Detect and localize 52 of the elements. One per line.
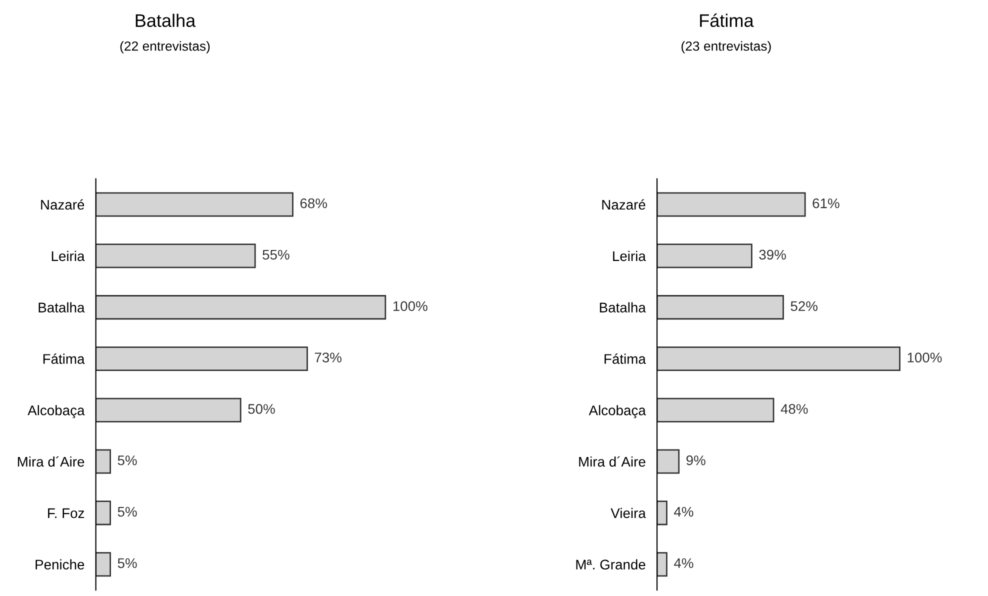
chart-subtitle: (22 entrevistas) [120,41,210,54]
data-label: 73% [314,352,342,362]
y-tick-label: Vieira [610,508,646,518]
chart-subtitle: (23 entrevistas) [682,41,771,54]
data-label: 4% [674,558,694,568]
bar [657,192,806,217]
bar [657,244,752,268]
chart-title: Batalha [136,14,196,27]
bar [96,192,294,217]
data-label: 5% [118,455,137,466]
bar [96,398,242,422]
y-tick-label: Peniche [36,559,84,570]
data-label: 68% [300,198,328,208]
data-label: 52% [790,301,818,312]
y-tick-label: Batalha [600,302,646,312]
y-tick-label: Fátima [604,354,646,364]
bar [96,449,112,474]
bar [96,346,308,371]
y-tick-label: Mª. Grande [576,559,646,570]
bar [96,244,256,268]
y-tick-label: Fátima [43,354,85,364]
y-tick-label: Alcobaça [588,405,646,418]
data-label: 9% [686,455,706,466]
data-label: 100% [393,301,428,312]
bar [96,500,112,526]
bar [96,552,112,577]
bar [657,398,774,422]
y-tick-label: F. Foz [48,508,84,518]
data-label: 61% [812,198,840,208]
y-tick-label: Leiria [613,250,646,262]
y-tick-label: Mira d´Aire [579,456,646,467]
data-label: 55% [262,250,290,260]
y-tick-label: Nazaré [41,199,84,210]
data-label: 4% [674,506,694,517]
data-label: 48% [780,404,808,414]
y-tick-label: Batalha [38,302,85,312]
y-tick-label: Mira d´Aire [18,456,84,467]
data-label: 100% [908,352,942,362]
data-label: 5% [118,506,137,517]
bar [657,449,680,474]
y-tick-label: Alcobaça [28,405,85,418]
data-label: 39% [759,250,786,260]
bar [657,295,784,320]
bar [96,295,386,320]
bar [657,552,668,577]
bar [657,346,900,371]
y-tick-label: Nazaré [602,199,646,210]
data-label: 5% [118,558,137,568]
data-label: 50% [248,404,275,414]
y-tick-label: Leiria [52,250,85,262]
chart-title: Fátima [700,14,754,27]
bar [657,500,668,526]
